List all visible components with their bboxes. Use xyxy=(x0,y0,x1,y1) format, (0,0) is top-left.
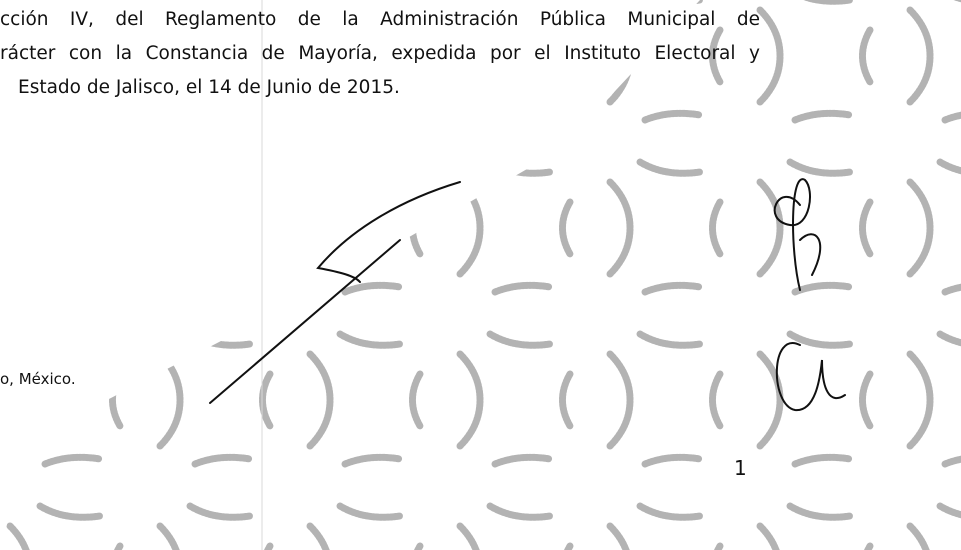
location: o, México. xyxy=(0,370,76,388)
body-line: rácter con la Constancia de Mayoría, exp… xyxy=(0,42,760,66)
body-line: cción IV, del Reglamento de la Administr… xyxy=(0,8,760,32)
page: cción IV, del Reglamento de la Administr… xyxy=(0,0,961,550)
body-line: Estado de Jalisco, el 14 de Junio de 201… xyxy=(18,76,400,100)
page-number: 1 xyxy=(734,456,747,480)
